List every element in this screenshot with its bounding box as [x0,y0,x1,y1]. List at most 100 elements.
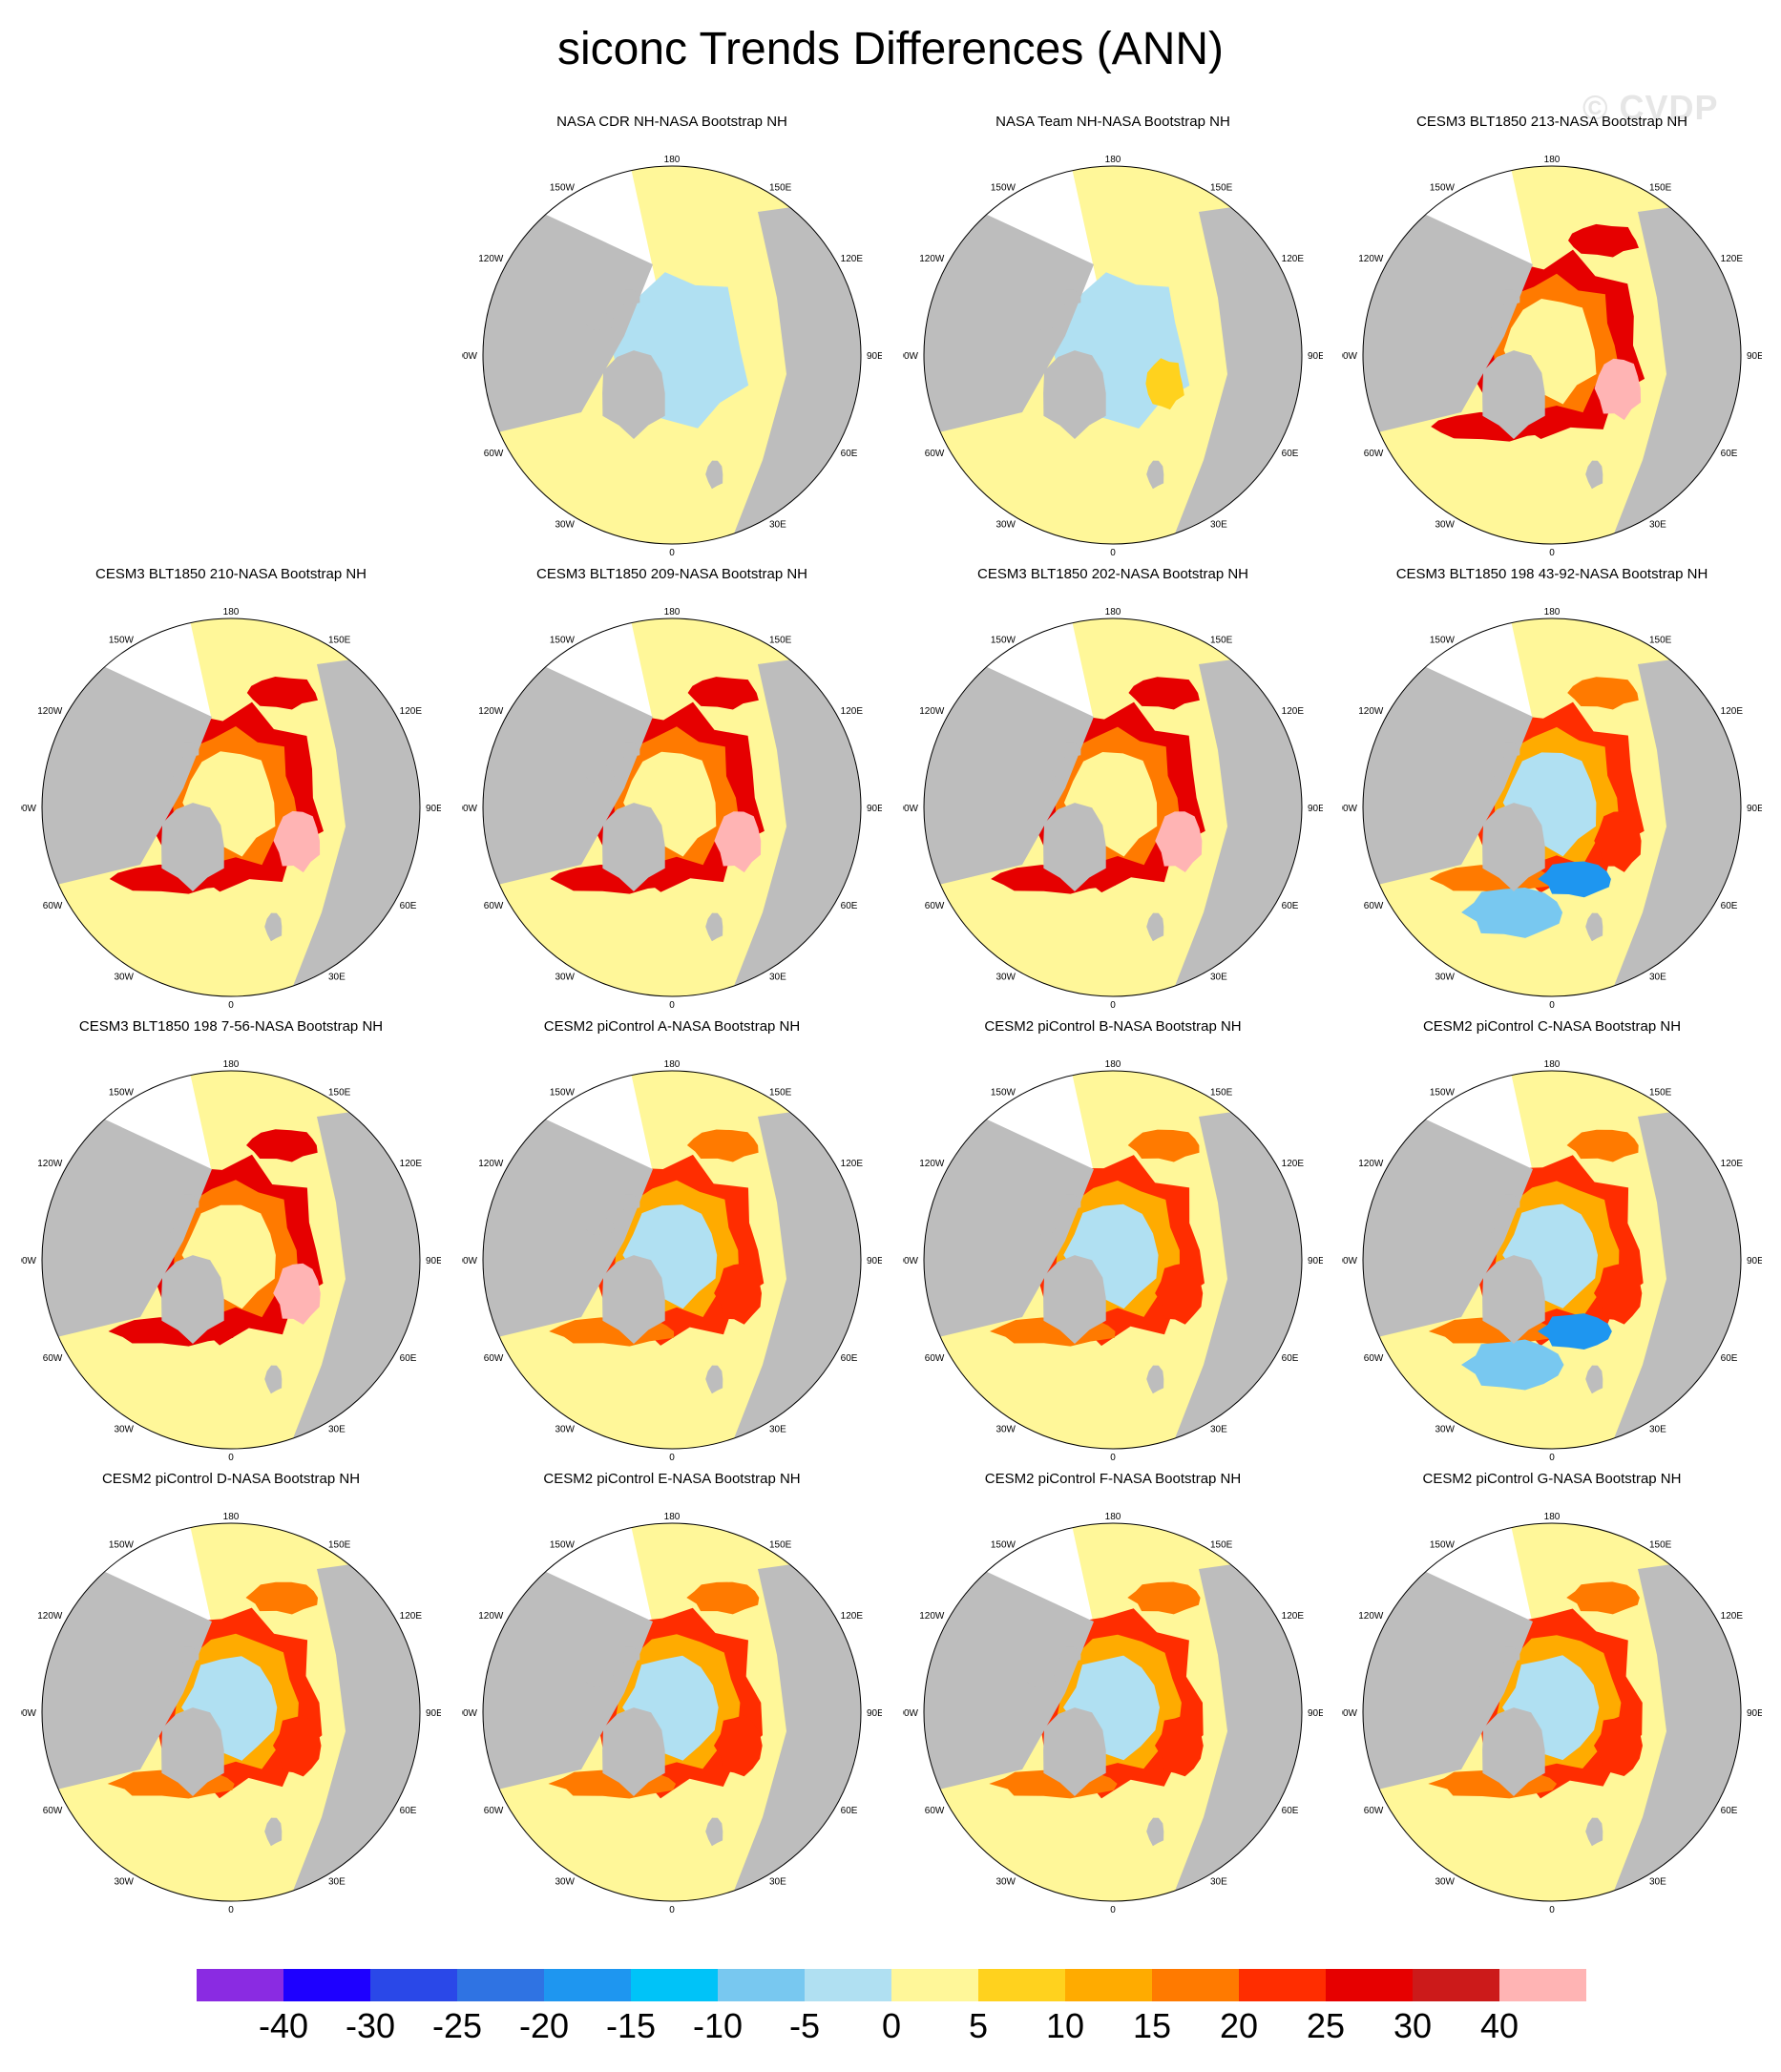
longitude-label: 150E [1649,1539,1672,1550]
negative-anomaly [1461,888,1563,938]
greenland-land [1043,1255,1106,1344]
longitude-label: 90E [1747,804,1762,814]
okhotsk-anomaly [686,1129,759,1162]
negative-anomaly [1461,1339,1564,1391]
panel-title: CESM2 piControl B-NASA Bootstrap NH [984,1018,1242,1035]
longitude-label: 60W [1364,901,1384,911]
map-panel-p9: CESM2 piControl A-NASA Bootstrap NH 180 0 1… [462,1017,882,1466]
longitude-label: 180 [664,155,681,165]
longitude-label: 30W [555,1877,575,1888]
greenland-land [602,803,665,891]
negative-anomaly [1538,1313,1612,1350]
greenland-land [1043,1707,1106,1796]
longitude-label: 30W [555,1425,575,1435]
map-panel-p8: CESM3 BLT1850 198 7-56-NASA Bootstrap NH… [21,1017,441,1466]
longitude-label: 150E [1649,182,1672,193]
longitude-label: 90W [462,1256,478,1266]
polar-map: 180 0 150W 150E 120W 120E 90W 90E 60W 60E 30W 30E [903,1512,1323,1915]
okhotsk-anomaly [1566,1581,1640,1615]
longitude-label: 180 [1105,1512,1121,1522]
longitude-label: 90E [1308,1256,1323,1266]
map-outline [1362,1070,1742,1450]
longitude-label: 90E [867,804,882,814]
barents-kara-anomaly [273,1263,321,1325]
longitude-label: 90E [867,1708,882,1719]
longitude-label: 0 [1110,1453,1116,1462]
longitude-label: 60E [400,1353,417,1364]
greenland-land [161,1255,224,1344]
longitude-label: 60W [1364,1806,1384,1816]
map-panel-p2: NASA Team NH-NASA Bootstrap NH 180 0 150W 15… [903,113,1323,561]
island-land [1057,1646,1081,1664]
island-land [142,1217,174,1236]
longitude-label: 150W [550,1539,576,1550]
longitude-label: 150E [1649,635,1672,645]
longitude-label: 60E [1721,901,1738,911]
barents-kara-anomaly [1155,811,1203,872]
longitude-label: 120E [400,1159,423,1169]
greenland-land [161,1707,224,1796]
island-land [142,764,174,784]
page-title: siconc Trends Differences (ANN) [556,24,1224,74]
longitude-label: 180 [223,1059,240,1070]
panel-title: CESM3 BLT1850 198 7-56-NASA Bootstrap NH [78,1018,384,1035]
longitude-label: 150E [769,1539,792,1550]
longitude-label: 90E [1308,351,1323,362]
barents-kara-anomaly [1594,1714,1643,1776]
longitude-label: 120E [841,1611,864,1622]
map-outline [923,165,1303,545]
map-panel-p4: CESM3 BLT1850 210-NASA Bootstrap NH 180 0 1… [21,565,441,1014]
longitude-label: 90W [1342,351,1358,362]
colorbar-box [805,1969,891,2001]
island-land [1057,1194,1081,1211]
panel-title: CESM2 piControl G-NASA Bootstrap NH [1422,1471,1682,1487]
barents-kara-anomaly [714,1714,763,1777]
map-panel-p5: CESM3 BLT1850 209-NASA Bootstrap NH 180 0 1… [462,565,882,1014]
longitude-label: 180 [664,1059,681,1070]
longitude-label: 180 [223,1512,240,1522]
longitude-label: 60W [484,1353,504,1364]
negative-anomaly [1538,861,1611,898]
colorbar [197,1969,1586,2001]
colorbar-box [1239,1969,1326,2001]
longitude-label: 30W [555,520,575,531]
longitude-label: 90W [1342,1256,1358,1266]
island-land [616,1194,640,1211]
longitude-label: 30E [1649,520,1666,531]
longitude-label: 120E [400,706,423,717]
okhotsk-anomaly [1566,1129,1639,1162]
map-outline [923,617,1303,997]
longitude-label: 90W [903,351,919,362]
colorbar-box [544,1969,631,2001]
okhotsk-anomaly [686,1581,760,1615]
longitude-label: 60E [841,449,858,459]
longitude-label: 120W [1358,254,1384,264]
longitude-label: 120W [37,706,63,717]
colorbar-label: -5 [788,2006,820,2045]
colorbar-label: 30 [1393,2006,1433,2045]
longitude-label: 120E [841,706,864,717]
longitude-label: 180 [1105,155,1121,165]
longitude-label: 120W [478,706,504,717]
island-land [1024,1669,1056,1688]
watermark: © CVDP [1582,88,1719,127]
longitude-label: 180 [664,607,681,617]
barents-kara-anomaly [273,1715,322,1777]
longitude-label: 30W [995,973,1016,983]
longitude-label: 90W [462,351,478,362]
longitude-label: 120E [1282,1611,1305,1622]
longitude-label: 60W [1364,449,1384,459]
colorbar-box [978,1969,1065,2001]
longitude-label: 30E [769,973,786,983]
longitude-label: 60E [841,1806,858,1816]
colorbar-label: 20 [1219,2006,1259,2045]
longitude-label: 180 [1544,1512,1561,1522]
map-panel-p11: CESM2 piControl C-NASA Bootstrap NH 180 0 1… [1342,1017,1762,1466]
longitude-label: 60E [1282,1806,1299,1816]
island-land [1463,312,1495,331]
longitude-label: 150E [1210,1539,1233,1550]
longitude-label: 150W [1430,1087,1456,1098]
map-panel-p10: CESM2 piControl B-NASA Bootstrap NH 180 0 1… [903,1017,1323,1466]
longitude-label: 150E [769,635,792,645]
map-outline [923,1522,1303,1902]
